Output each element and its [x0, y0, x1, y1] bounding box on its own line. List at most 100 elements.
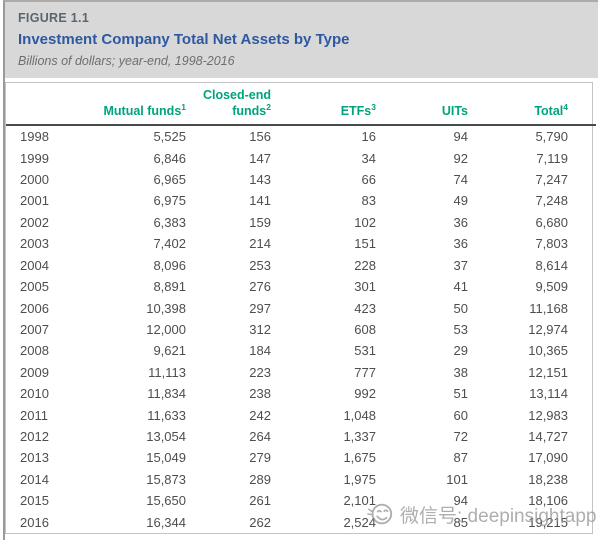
etfs-cell: 423 [354, 300, 376, 316]
closed-end-funds-cell: 276 [249, 279, 271, 295]
table-row: 2014 15,873 289 1,975 101 18,238 [6, 469, 596, 490]
table-row: 2000 6,965 143 66 74 7,247 [6, 169, 596, 190]
etfs-cell: 301 [354, 279, 376, 295]
etfs-cell: 228 [354, 257, 376, 273]
mutual-funds-cell: 15,873 [146, 471, 186, 487]
etfs-column-header: ETFs3 [340, 101, 376, 118]
closed-end-funds-cell: 253 [249, 257, 271, 273]
etfs-cell: 16 [361, 129, 376, 145]
closed-end-funds-cell: 184 [249, 343, 271, 359]
uits-cell: 94 [453, 493, 468, 509]
footnote-marker: 4 [563, 101, 568, 112]
table-row: 2004 8,096 253 228 37 8,614 [6, 255, 596, 276]
uits-cell: 51 [453, 386, 468, 402]
mutual-funds-cell: 11,633 [147, 407, 186, 423]
total-column-header: Total4 [534, 101, 568, 118]
mutual-funds-column-header: Mutual funds1 [103, 101, 187, 118]
year-cell: 2011 [20, 407, 48, 423]
table-row: 2016 16,344 262 2,524 85 19,215 [6, 512, 596, 533]
mutual-funds-cell: 6,975 [153, 193, 186, 209]
year-cell: 2010 [20, 386, 49, 402]
uits-cell: 49 [453, 193, 468, 209]
etfs-cell: 83 [361, 193, 376, 209]
etfs-cell: 2,524 [343, 514, 376, 530]
year-cell: 1998 [20, 129, 49, 145]
mutual-funds-cell: 10,398 [146, 300, 186, 316]
closed-end-funds-cell: 238 [249, 386, 271, 402]
total-cell: 8,614 [535, 257, 568, 273]
footnote-marker: 3 [371, 101, 376, 112]
year-cell: 2004 [20, 257, 49, 273]
figure-frame: FIGURE 1.1 Investment Company Total Net … [3, 0, 598, 540]
mutual-funds-cell: 6,846 [153, 150, 186, 166]
table-row: 2012 13,054 264 1,337 72 14,727 [6, 426, 596, 447]
uits-cell: 87 [453, 450, 468, 466]
total-cell: 12,974 [528, 321, 568, 337]
table-row: 2010 11,834 238 992 51 13,114 [6, 383, 596, 404]
closed-end-funds-cell: 223 [249, 364, 271, 380]
mutual-funds-cell: 5,525 [153, 129, 186, 145]
etfs-cell: 992 [354, 386, 376, 402]
etfs-cell: 151 [354, 236, 376, 252]
uits-cell: 38 [453, 364, 468, 380]
mutual-funds-cell: 12,000 [146, 321, 186, 337]
mutual-funds-cell: 6,383 [153, 214, 186, 230]
mutual-funds-cell: 15,049 [146, 450, 186, 466]
closed-end-funds-cell: 264 [249, 428, 271, 444]
total-cell: 7,803 [535, 236, 568, 252]
table-row: 2013 15,049 279 1,675 87 17,090 [6, 447, 596, 468]
uits-cell: 72 [453, 428, 468, 444]
etfs-cell: 34 [361, 150, 376, 166]
year-cell: 2015 [20, 493, 49, 509]
figure-subtitle: Billions of dollars; year-end, 1998-2016 [18, 54, 235, 68]
mutual-funds-cell: 6,965 [153, 172, 186, 188]
total-cell: 7,119 [536, 150, 568, 166]
uits-cell: 85 [453, 514, 468, 530]
uits-cell: 94 [453, 129, 468, 145]
year-cell: 2016 [20, 514, 49, 530]
etfs-cell: 102 [354, 214, 376, 230]
figure-number: FIGURE 1.1 [18, 11, 90, 25]
year-cell: 2014 [20, 471, 49, 487]
footnote-marker: 2 [266, 101, 271, 112]
year-cell: 2001 [20, 193, 49, 209]
total-cell: 5,790 [535, 129, 568, 145]
mutual-funds-cell: 7,402 [153, 236, 186, 252]
table-row: 2006 10,398 297 423 50 11,168 [6, 298, 596, 319]
total-cell: 7,248 [535, 193, 568, 209]
uits-cell: 101 [446, 471, 468, 487]
closed-end-funds-column-header: Closed-end funds2 [202, 88, 271, 118]
figure-title: Investment Company Total Net Assets by T… [18, 31, 350, 48]
total-cell: 19,215 [528, 514, 568, 530]
mutual-funds-cell: 11,113 [148, 364, 186, 380]
closed-end-funds-cell: 143 [249, 172, 271, 188]
total-cell: 7,247 [535, 172, 568, 188]
uits-cell: 60 [453, 407, 468, 423]
table-row: 2001 6,975 141 83 49 7,248 [6, 190, 596, 211]
closed-end-funds-cell: 289 [249, 471, 271, 487]
mutual-funds-cell: 11,834 [147, 386, 186, 402]
table-row: 1999 6,846 147 34 92 7,119 [6, 148, 596, 169]
year-cell: 2002 [20, 214, 49, 230]
closed-end-funds-cell: 261 [249, 493, 271, 509]
year-cell: 2012 [20, 428, 49, 444]
table-row: 2002 6,383 159 102 36 6,680 [6, 212, 596, 233]
total-cell: 10,365 [528, 343, 568, 359]
footnote-marker: 1 [181, 101, 186, 112]
total-cell: 18,238 [528, 471, 568, 487]
closed-end-funds-cell: 141 [249, 193, 271, 209]
net-assets-table: Mutual funds1 Closed-end funds2 ETFs3 UIT… [5, 82, 596, 534]
table-row: 2005 8,891 276 301 41 9,509 [6, 276, 596, 297]
mutual-funds-cell: 15,650 [146, 493, 186, 509]
year-cell: 2000 [20, 172, 49, 188]
year-cell: 2007 [20, 321, 49, 337]
year-cell: 2005 [20, 279, 49, 295]
table-row: 2007 12,000 312 608 53 12,974 [6, 319, 596, 340]
total-cell: 12,983 [528, 407, 568, 423]
closed-end-funds-cell: 312 [249, 321, 271, 337]
year-cell: 1999 [20, 150, 49, 166]
etfs-cell: 2,101 [343, 493, 376, 509]
etfs-cell: 777 [354, 364, 376, 380]
closed-end-funds-cell: 159 [249, 214, 271, 230]
uits-cell: 92 [453, 150, 468, 166]
